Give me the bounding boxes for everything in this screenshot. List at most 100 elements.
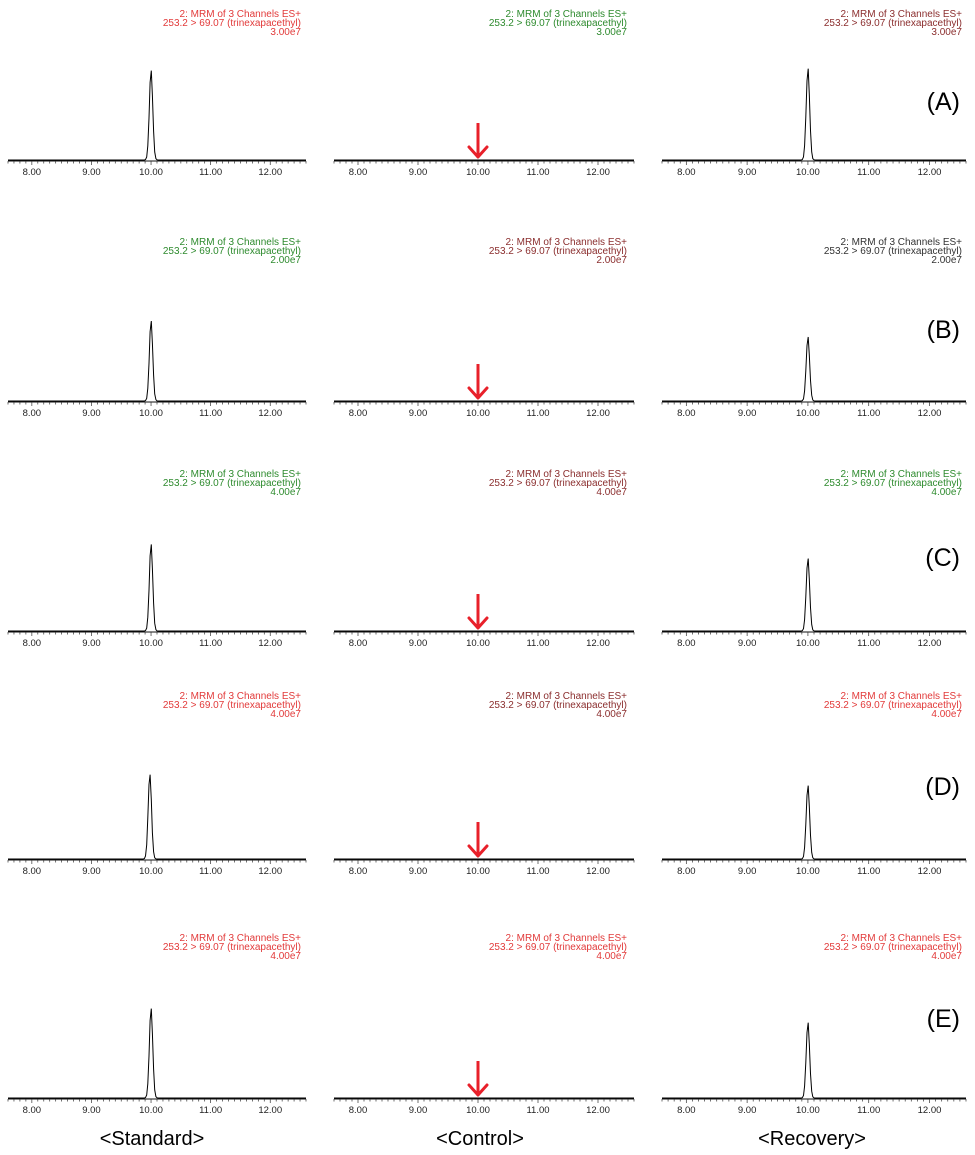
x-tick-label: 9.00 xyxy=(82,1105,101,1116)
panel-header-line: 253.2 > 69.07 (trinexapacethyl) xyxy=(163,478,301,489)
panel-header-line: 2.00e7 xyxy=(596,255,627,266)
panel-header-line: 4.00e7 xyxy=(931,709,962,720)
x-tick-label: 8.00 xyxy=(23,1105,42,1116)
x-tick-label: 10.00 xyxy=(466,866,490,877)
panel-header-line: 2: MRM of 3 Channels ES+ xyxy=(180,237,302,248)
chromatogram-panel: 2: MRM of 3 Channels ES+253.2 > 69.07 (t… xyxy=(333,691,635,877)
x-tick-label: 8.00 xyxy=(677,1105,696,1116)
x-tick-label: 9.00 xyxy=(82,167,101,178)
x-tick-label: 8.00 xyxy=(349,167,368,178)
row-label: (E) xyxy=(927,1005,960,1033)
x-tick-label: 11.00 xyxy=(857,638,880,649)
red-arrow-head-icon xyxy=(467,844,489,858)
panel-header-line: 3.00e7 xyxy=(931,27,962,38)
chromatogram-panel: 2: MRM of 3 Channels ES+253.2 > 69.07 (t… xyxy=(661,469,967,649)
chromatogram-panel: 2: MRM of 3 Channels ES+253.2 > 69.07 (t… xyxy=(333,933,635,1116)
panel-header-line: 4.00e7 xyxy=(931,951,962,962)
row-label: (B) xyxy=(927,316,960,344)
x-tick-label: 8.00 xyxy=(349,408,368,419)
panel-header-line: 253.2 > 69.07 (trinexapacethyl) xyxy=(163,18,301,29)
x-tick-label: 9.00 xyxy=(82,638,101,649)
panel-header-line: 2: MRM of 3 Channels ES+ xyxy=(841,9,963,20)
x-tick-label: 12.00 xyxy=(586,167,610,178)
chromatogram-trace xyxy=(8,774,306,860)
chromatogram-trace xyxy=(662,558,966,632)
row-label: (A) xyxy=(927,88,960,116)
panel-header-line: 2: MRM of 3 Channels ES+ xyxy=(506,9,628,20)
x-tick-label: 9.00 xyxy=(738,167,757,178)
row-label: (C) xyxy=(925,544,960,572)
chromatogram-panel: 2: MRM of 3 Channels ES+253.2 > 69.07 (t… xyxy=(661,9,967,178)
x-tick-label: 10.00 xyxy=(139,167,163,178)
panel-header-line: 2: MRM of 3 Channels ES+ xyxy=(180,691,302,702)
chromatogram-trace xyxy=(8,320,306,402)
panel-header-line: 2: MRM of 3 Channels ES+ xyxy=(506,237,628,248)
x-tick-label: 11.00 xyxy=(199,1105,222,1116)
x-tick-label: 12.00 xyxy=(918,167,942,178)
red-arrow-head-icon xyxy=(467,386,489,400)
x-tick-label: 8.00 xyxy=(23,167,42,178)
x-tick-label: 12.00 xyxy=(258,1105,282,1116)
x-tick-label: 11.00 xyxy=(199,167,222,178)
chromatogram-panel: 2: MRM of 3 Channels ES+253.2 > 69.07 (t… xyxy=(333,237,635,419)
x-tick-label: 10.00 xyxy=(139,1105,163,1116)
red-arrow-head-icon xyxy=(467,616,489,630)
chromatogram-trace xyxy=(662,785,966,860)
x-tick-label: 10.00 xyxy=(466,1105,490,1116)
chromatogram-panel: 2: MRM of 3 Channels ES+253.2 > 69.07 (t… xyxy=(7,691,307,877)
x-tick-label: 10.00 xyxy=(466,638,490,649)
panel-header-line: 2: MRM of 3 Channels ES+ xyxy=(180,469,302,480)
x-tick-label: 12.00 xyxy=(918,866,942,877)
chromatogram-panel: 2: MRM of 3 Channels ES+253.2 > 69.07 (t… xyxy=(661,237,967,419)
panel-header-line: 4.00e7 xyxy=(596,709,627,720)
x-tick-label: 9.00 xyxy=(409,167,428,178)
x-tick-label: 10.00 xyxy=(796,638,820,649)
column-label: <Recovery> xyxy=(758,1128,866,1150)
panel-header-line: 2: MRM of 3 Channels ES+ xyxy=(506,933,628,944)
panel-header-line: 253.2 > 69.07 (trinexapacethyl) xyxy=(163,942,301,953)
x-tick-label: 8.00 xyxy=(349,1105,368,1116)
x-tick-label: 9.00 xyxy=(738,1105,757,1116)
panel-header-line: 253.2 > 69.07 (trinexapacethyl) xyxy=(824,18,962,29)
x-tick-label: 8.00 xyxy=(677,167,696,178)
x-tick-label: 11.00 xyxy=(857,866,880,877)
panel-header-line: 2: MRM of 3 Channels ES+ xyxy=(841,933,963,944)
chromatogram-panel: 2: MRM of 3 Channels ES+253.2 > 69.07 (t… xyxy=(333,9,635,178)
chromatogram-trace xyxy=(662,68,966,161)
chromatogram-panel: 2: MRM of 3 Channels ES+253.2 > 69.07 (t… xyxy=(7,469,307,649)
panel-header-line: 4.00e7 xyxy=(931,487,962,498)
chromatogram-panel: 2: MRM of 3 Channels ES+253.2 > 69.07 (t… xyxy=(7,933,307,1116)
chromatogram-panel: 2: MRM of 3 Channels ES+253.2 > 69.07 (t… xyxy=(7,237,307,419)
panel-header-line: 2: MRM of 3 Channels ES+ xyxy=(180,9,302,20)
x-tick-label: 11.00 xyxy=(199,866,222,877)
x-tick-label: 12.00 xyxy=(258,408,282,419)
x-tick-label: 12.00 xyxy=(586,408,610,419)
x-tick-label: 10.00 xyxy=(466,167,490,178)
panel-header-line: 2: MRM of 3 Channels ES+ xyxy=(841,691,963,702)
panel-header-line: 253.2 > 69.07 (trinexapacethyl) xyxy=(489,942,627,953)
x-tick-label: 12.00 xyxy=(586,638,610,649)
x-tick-label: 11.00 xyxy=(857,167,880,178)
x-tick-label: 9.00 xyxy=(409,866,428,877)
x-tick-label: 9.00 xyxy=(738,638,757,649)
chromatogram-trace xyxy=(8,544,306,632)
x-tick-label: 10.00 xyxy=(796,1105,820,1116)
chromatogram-panel: 2: MRM of 3 Channels ES+253.2 > 69.07 (t… xyxy=(661,933,967,1116)
x-tick-label: 9.00 xyxy=(738,408,757,419)
x-tick-label: 8.00 xyxy=(349,638,368,649)
x-tick-label: 9.00 xyxy=(738,866,757,877)
panel-header-line: 253.2 > 69.07 (trinexapacethyl) xyxy=(824,246,962,257)
panel-header-line: 2.00e7 xyxy=(270,255,301,266)
chromatogram-trace xyxy=(662,336,966,402)
x-tick-label: 8.00 xyxy=(677,638,696,649)
chromatogram-trace xyxy=(8,70,306,161)
panel-header-line: 4.00e7 xyxy=(270,487,301,498)
x-tick-label: 8.00 xyxy=(349,866,368,877)
x-tick-label: 9.00 xyxy=(409,1105,428,1116)
x-tick-label: 11.00 xyxy=(857,1105,880,1116)
x-tick-label: 11.00 xyxy=(526,167,549,178)
panel-header-line: 253.2 > 69.07 (trinexapacethyl) xyxy=(489,18,627,29)
x-tick-label: 10.00 xyxy=(796,866,820,877)
chromatogram-panel: 2: MRM of 3 Channels ES+253.2 > 69.07 (t… xyxy=(661,691,967,877)
